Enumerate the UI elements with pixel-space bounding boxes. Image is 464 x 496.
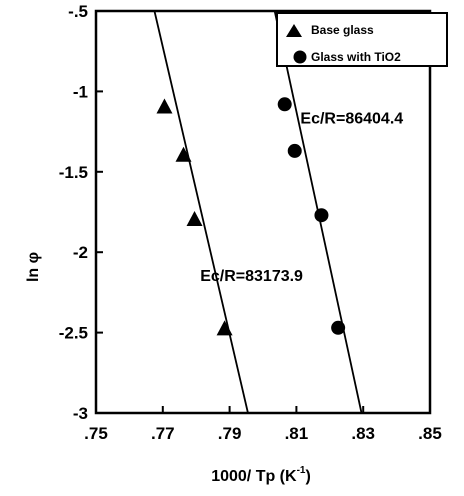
- legend: Base glass Glass with TiO2: [276, 12, 448, 67]
- legend-box: [276, 12, 448, 67]
- legend-circle-icon: [293, 50, 307, 64]
- annotation-label: Ec/R=83173.9: [200, 268, 303, 285]
- x-tick-label: .83: [351, 424, 375, 443]
- y-tick-label: -1: [73, 82, 88, 101]
- fit-line-series-1: [153, 10, 249, 414]
- x-tick-label: .81: [285, 424, 309, 443]
- annotations: Ec/R=86404.4 Ec/R=83173.9: [200, 111, 403, 286]
- legend-label-glass-with-tio2: Glass with TiO2: [311, 50, 401, 64]
- x-tick-label: .75: [84, 424, 108, 443]
- legend-label-base-glass: Base glass: [311, 23, 374, 37]
- y-tick-label: -3: [73, 404, 88, 423]
- x-axis-label-main: 1000/ Tp (K: [211, 468, 297, 485]
- data-point-circle: [277, 97, 292, 112]
- x-axis-label-exponent: -1: [297, 465, 306, 476]
- x-axis-label: 1000/ Tp (K-1): [211, 465, 311, 485]
- y-axis-label: ln φ: [25, 252, 42, 282]
- data-point-circle: [287, 143, 302, 158]
- data-point-circle: [314, 208, 329, 223]
- annotation-label: Ec/R=86404.4: [300, 111, 403, 128]
- data-point-triangle: [216, 320, 233, 336]
- data-point-circle: [331, 320, 346, 335]
- y-tick-label: -.5: [68, 2, 88, 21]
- x-axis-label-close-paren: ): [305, 468, 310, 485]
- data-point-triangle: [156, 98, 173, 114]
- axis-ticks: -.5 -1 -1.5 -2 -2.5 -3.75 .77 .79 .81 .83 .85: [59, 2, 442, 443]
- x-tick-label: .77: [151, 424, 175, 443]
- y-tick-label: -2.5: [59, 324, 88, 343]
- data-point-triangle: [186, 211, 203, 227]
- x-tick-label: .79: [218, 424, 242, 443]
- y-tick-label: -2: [73, 243, 88, 262]
- fit-lines: [153, 10, 363, 414]
- plot-area-frame: [94, 9, 432, 415]
- data-point-triangle: [175, 146, 192, 162]
- x-tick-label: .85: [418, 424, 442, 443]
- data-points: [156, 97, 346, 336]
- y-tick-label: -1.5: [59, 163, 88, 182]
- legend-triangle-icon: [286, 24, 302, 37]
